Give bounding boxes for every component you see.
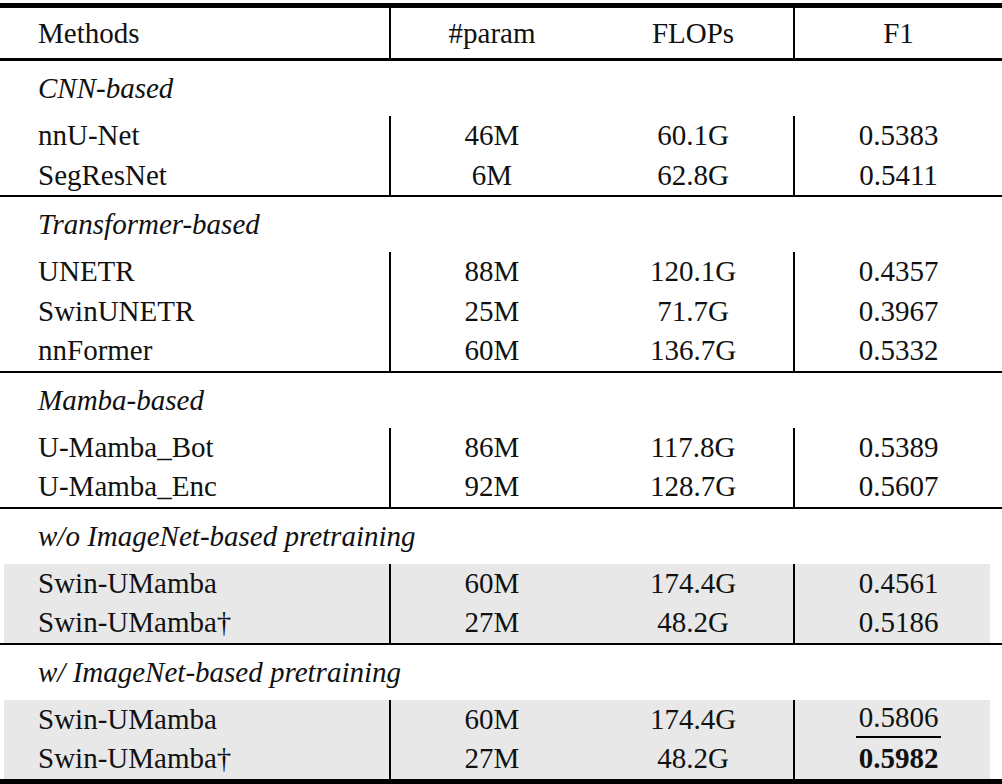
cell-param: 60M bbox=[389, 564, 593, 604]
cell-flops: 62.8G bbox=[593, 156, 793, 196]
cell-flops: 120.1G bbox=[593, 252, 793, 292]
table-row: U-Mamba_Bot 86M 117.8G 0.5389 bbox=[0, 428, 1002, 468]
col-header-flops: FLOPs bbox=[593, 8, 793, 58]
cell-param: 86M bbox=[389, 428, 593, 468]
cell-f1: 0.5186 bbox=[793, 603, 1002, 643]
section-header-mamba: Mamba-based bbox=[0, 373, 1002, 428]
col-header-methods: Methods bbox=[0, 8, 389, 58]
cell-param: 27M bbox=[389, 603, 593, 643]
results-table: Methods #param FLOPs F1 CNN-based nnU-Ne… bbox=[0, 0, 1002, 784]
section-header-cnn: CNN-based bbox=[0, 61, 1002, 116]
cell-param: 92M bbox=[389, 467, 593, 507]
f1-value: 0.4561 bbox=[859, 567, 939, 600]
f1-value-bold: 0.5982 bbox=[859, 742, 939, 775]
f1-value-underlined: 0.5806 bbox=[856, 701, 942, 738]
section-header-wo-pretraining: w/o ImageNet-based pretraining bbox=[0, 509, 1002, 564]
cell-flops: 48.2G bbox=[593, 603, 793, 643]
table-row-highlighted: Swin-UMamba 60M 174.4G 0.4561 bbox=[0, 564, 1002, 604]
cell-f1: 0.3967 bbox=[793, 292, 1002, 332]
cell-f1: 0.5607 bbox=[793, 467, 1002, 507]
cell-f1: 0.4561 bbox=[793, 564, 1002, 604]
cell-method: U-Mamba_Bot bbox=[0, 428, 389, 468]
section-label: w/ ImageNet-based pretraining bbox=[38, 656, 401, 689]
cell-param: 6M bbox=[389, 156, 593, 196]
cell-flops: 174.4G bbox=[593, 700, 793, 740]
cell-param: 25M bbox=[389, 292, 593, 332]
table-row: SegResNet 6M 62.8G 0.5411 bbox=[0, 156, 1002, 196]
cell-f1: 0.4357 bbox=[793, 252, 1002, 292]
f1-value: 0.5186 bbox=[859, 606, 939, 639]
cell-method: nnFormer bbox=[0, 331, 389, 371]
cell-flops: 174.4G bbox=[593, 564, 793, 604]
cell-flops: 48.2G bbox=[593, 739, 793, 779]
f1-value: 0.5332 bbox=[859, 334, 939, 367]
cell-flops: 136.7G bbox=[593, 331, 793, 371]
header-row: Methods #param FLOPs F1 bbox=[0, 8, 1002, 58]
col-header-f1: F1 bbox=[793, 8, 1002, 58]
f1-value: 0.5411 bbox=[859, 159, 938, 192]
f1-value: 0.3967 bbox=[859, 295, 939, 328]
f1-value: 0.4357 bbox=[859, 255, 939, 288]
cell-f1: 0.5383 bbox=[793, 116, 1002, 156]
cell-method: UNETR bbox=[0, 252, 389, 292]
cell-method: Swin-UMamba bbox=[0, 700, 389, 740]
f1-value: 0.5389 bbox=[859, 431, 939, 464]
cell-f1: 0.5332 bbox=[793, 331, 1002, 371]
cell-param: 46M bbox=[389, 116, 593, 156]
cell-param: 60M bbox=[389, 700, 593, 740]
cell-f1: 0.5806 bbox=[793, 700, 1002, 740]
section-label: Transformer-based bbox=[38, 208, 260, 241]
section-label: w/o ImageNet-based pretraining bbox=[38, 520, 416, 553]
cell-method: Swin-UMamba† bbox=[0, 603, 389, 643]
cell-flops: 60.1G bbox=[593, 116, 793, 156]
cell-param: 60M bbox=[389, 331, 593, 371]
cell-f1: 0.5389 bbox=[793, 428, 1002, 468]
cell-method: U-Mamba_Enc bbox=[0, 467, 389, 507]
table-row-highlighted: Swin-UMamba† 27M 48.2G 0.5186 bbox=[0, 603, 1002, 643]
cell-f1: 0.5411 bbox=[793, 156, 1002, 196]
bottom-rule bbox=[0, 779, 1002, 784]
table-row-highlighted: Swin-UMamba† 27M 48.2G 0.5982 bbox=[0, 739, 1002, 779]
col-header-param: #param bbox=[389, 8, 593, 58]
cell-param: 88M bbox=[389, 252, 593, 292]
cell-method: Swin-UMamba† bbox=[0, 739, 389, 779]
cell-method: nnU-Net bbox=[0, 116, 389, 156]
cell-method: Swin-UMamba bbox=[0, 564, 389, 604]
table-row: U-Mamba_Enc 92M 128.7G 0.5607 bbox=[0, 467, 1002, 507]
cell-method: SegResNet bbox=[0, 156, 389, 196]
f1-value: 0.5607 bbox=[859, 470, 939, 503]
cell-flops: 128.7G bbox=[593, 467, 793, 507]
cell-flops: 71.7G bbox=[593, 292, 793, 332]
cell-f1: 0.5982 bbox=[793, 739, 1002, 779]
f1-value: 0.5383 bbox=[859, 119, 939, 152]
table-row: SwinUNETR 25M 71.7G 0.3967 bbox=[0, 292, 1002, 332]
cell-param: 27M bbox=[389, 739, 593, 779]
table-row: nnFormer 60M 136.7G 0.5332 bbox=[0, 331, 1002, 371]
table-row: UNETR 88M 120.1G 0.4357 bbox=[0, 252, 1002, 292]
section-header-transformer: Transformer-based bbox=[0, 197, 1002, 252]
table-row: nnU-Net 46M 60.1G 0.5383 bbox=[0, 116, 1002, 156]
section-header-w-pretraining: w/ ImageNet-based pretraining bbox=[0, 645, 1002, 700]
cell-flops: 117.8G bbox=[593, 428, 793, 468]
section-label: Mamba-based bbox=[38, 384, 204, 417]
section-label: CNN-based bbox=[38, 72, 173, 105]
table-row-highlighted: Swin-UMamba 60M 174.4G 0.5806 bbox=[0, 700, 1002, 740]
cell-method: SwinUNETR bbox=[0, 292, 389, 332]
